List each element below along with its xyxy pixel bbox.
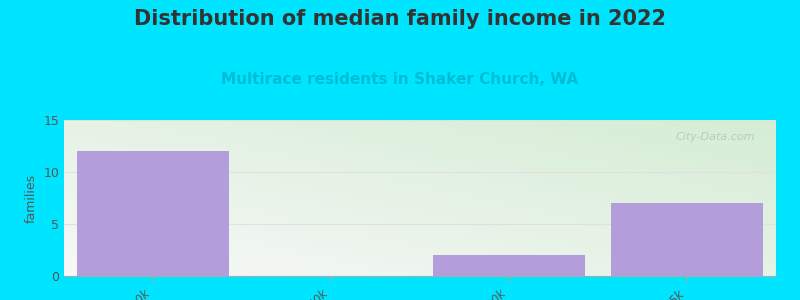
Bar: [434, 255, 585, 276]
Text: Distribution of median family income in 2022: Distribution of median family income in …: [134, 9, 666, 29]
Y-axis label: families: families: [25, 173, 38, 223]
Bar: [611, 203, 762, 276]
Text: Multirace residents in Shaker Church, WA: Multirace residents in Shaker Church, WA: [222, 72, 578, 87]
Text: City-Data.com: City-Data.com: [675, 133, 754, 142]
Bar: [78, 151, 229, 276]
